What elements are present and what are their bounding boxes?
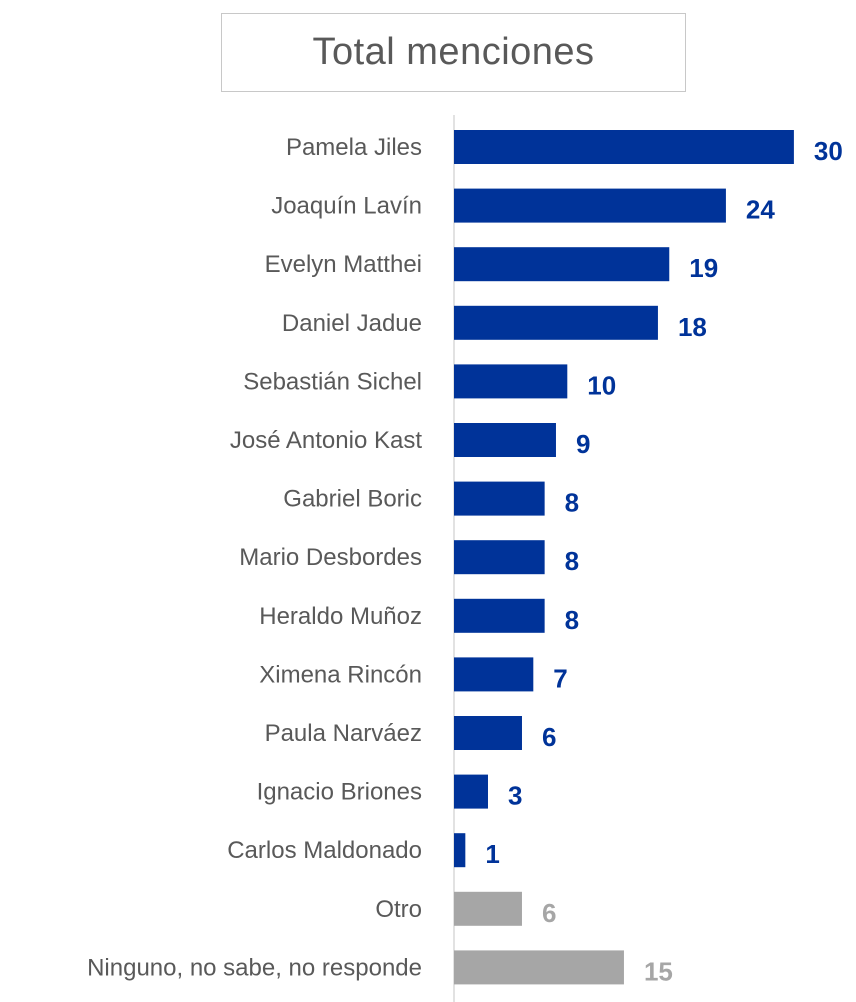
bar-evelyn-matthei	[454, 247, 670, 282]
bar-joaquin-lavin	[454, 188, 726, 223]
category-label-mario-desbordes: Mario Desbordes	[239, 544, 422, 571]
value-label-otro: 6	[542, 898, 556, 928]
value-label-sebastian-sichel: 10	[587, 370, 616, 400]
value-label-paula-narvaez: 6	[542, 722, 556, 752]
category-label-paula-narvaez: Paula Narváez	[265, 720, 422, 747]
bar-ninguno-no-sabe-no-responde	[454, 950, 624, 985]
value-label-gabriel-boric: 8	[565, 488, 579, 518]
value-label-ignacio-briones: 3	[508, 781, 522, 811]
bar-jose-antonio-kast	[454, 423, 556, 457]
value-label-ninguno-no-sabe-no-responde: 15	[644, 956, 673, 986]
bar-carlos-maldonado	[454, 833, 466, 868]
category-label-sebastian-sichel: Sebastián Sichel	[243, 368, 422, 395]
bar-paula-narvaez	[454, 716, 522, 750]
value-label-mario-desbordes: 8	[565, 546, 579, 576]
value-label-ximena-rincon: 7	[553, 663, 567, 693]
value-label-heraldo-munoz: 8	[565, 605, 579, 635]
category-label-ximena-rincon: Ximena Rincón	[259, 661, 422, 688]
category-label-ignacio-briones: Ignacio Briones	[257, 779, 422, 806]
category-label-daniel-jadue: Daniel Jadue	[282, 310, 422, 337]
chart-title-box: Total menciones	[221, 13, 686, 92]
bar-gabriel-boric	[454, 481, 545, 516]
bars	[454, 130, 794, 985]
value-label-evelyn-matthei: 19	[689, 253, 718, 283]
bar-pamela-jiles	[454, 130, 794, 164]
bar-mario-desbordes	[454, 540, 545, 575]
bar-heraldo-munoz	[454, 598, 545, 633]
category-labels: Pamela Jiles Joaquín Lavín Evelyn Matthei D…	[87, 134, 422, 981]
value-label-daniel-jadue: 18	[678, 312, 707, 342]
bar-ximena-rincon	[454, 657, 534, 692]
bar-otro	[454, 891, 522, 926]
category-label-ninguno-no-sabe-no-responde: Ninguno, no sabe, no responde	[87, 954, 422, 981]
category-label-jose-antonio-kast: José Antonio Kast	[230, 427, 422, 454]
bar-ignacio-briones	[454, 774, 488, 809]
bar-sebastian-sichel	[454, 364, 568, 399]
category-label-evelyn-matthei: Evelyn Matthei	[265, 251, 422, 278]
category-label-gabriel-boric: Gabriel Boric	[283, 486, 422, 513]
value-label-jose-antonio-kast: 9	[576, 429, 590, 459]
category-label-otro: Otro	[375, 896, 422, 923]
category-label-joaquin-lavin: Joaquín Lavín	[271, 193, 422, 220]
value-label-pamela-jiles: 30	[814, 136, 843, 166]
value-label-joaquin-lavin: 24	[746, 195, 775, 225]
value-label-carlos-maldonado: 1	[485, 839, 499, 869]
category-label-heraldo-munoz: Heraldo Muñoz	[259, 603, 422, 630]
category-label-pamela-jiles: Pamela Jiles	[286, 134, 422, 161]
category-label-carlos-maldonado: Carlos Maldonado	[227, 837, 422, 864]
chart-title: Total menciones	[312, 31, 595, 73]
bar-daniel-jadue	[454, 305, 658, 340]
